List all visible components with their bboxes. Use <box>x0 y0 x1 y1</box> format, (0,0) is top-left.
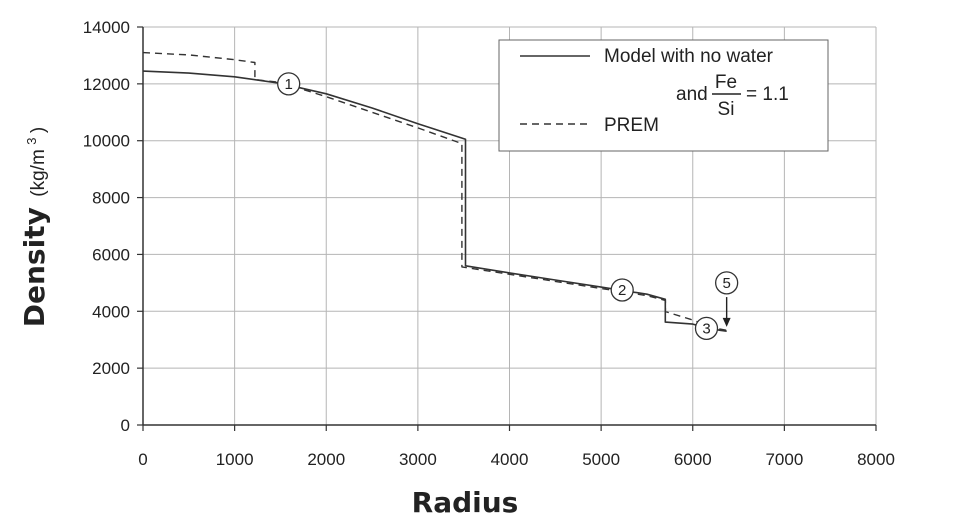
x-tick-label: 6000 <box>674 450 712 469</box>
y-axis-unit-exponent: 3 <box>24 138 39 145</box>
legend-fraction-value: = 1.1 <box>746 84 789 105</box>
x-tick-label: 0 <box>138 450 147 469</box>
x-axis-title: Radius <box>412 486 519 519</box>
legend-fraction-denominator: Si <box>718 99 735 120</box>
y-tick-label: 2000 <box>92 359 130 378</box>
legend-box <box>498 39 829 152</box>
x-tick-label: 5000 <box>582 450 620 469</box>
legend-label-prem: PREM <box>604 115 659 136</box>
y-axis-unit-suffix: ) <box>28 127 49 133</box>
legend-label-model: Model with no water <box>604 46 774 67</box>
y-tick-label: 0 <box>121 416 130 435</box>
annotation-marker-label: 2 <box>618 282 626 299</box>
y-tick-label: 4000 <box>92 302 130 321</box>
y-axis-title: Density (kg/m 3 ) <box>18 127 51 328</box>
x-tick-label: 1000 <box>216 450 254 469</box>
annotation-marker-label: 5 <box>722 275 730 292</box>
y-axis-unit-prefix: (kg/m <box>28 149 49 197</box>
legend-label-and: and <box>676 84 708 105</box>
tick-labels: 0 1000 2000 3000 4000 5000 6000 7000 8000 0 2000 40… <box>83 18 895 469</box>
x-tick-label: 8000 <box>857 450 895 469</box>
annotation-marker-label: 1 <box>285 76 293 93</box>
x-tick-label: 3000 <box>399 450 437 469</box>
x-tick-label: 2000 <box>307 450 345 469</box>
y-tick-label: 14000 <box>83 18 130 37</box>
y-tick-label: 6000 <box>92 245 130 264</box>
y-axis-title-group: Density (kg/m 3 ) <box>18 127 51 328</box>
annotation-marker-circle <box>277 72 301 96</box>
annotation-marker-circle <box>694 316 719 340</box>
x-tick-label: 7000 <box>765 450 803 469</box>
y-tick-label: 10000 <box>83 132 130 151</box>
annotations: 1 2 3 5 <box>277 72 739 340</box>
y-tick-label: 8000 <box>92 189 130 208</box>
annotation-marker-circle <box>715 271 739 295</box>
annotation-marker-circle <box>610 278 634 302</box>
x-tick-label: 4000 <box>491 450 529 469</box>
legend: Model with no water and Fe Si = 1.1 PREM <box>498 39 829 152</box>
axes <box>137 26 877 431</box>
annotation-marker-label: 3 <box>702 320 710 337</box>
annotation-arrow-head <box>722 317 731 327</box>
y-axis-title-main: Density <box>18 207 51 327</box>
series-line-prem <box>142 51 727 331</box>
y-tick-label: 12000 <box>83 75 130 94</box>
legend-fraction-numerator: Fe <box>715 72 737 93</box>
